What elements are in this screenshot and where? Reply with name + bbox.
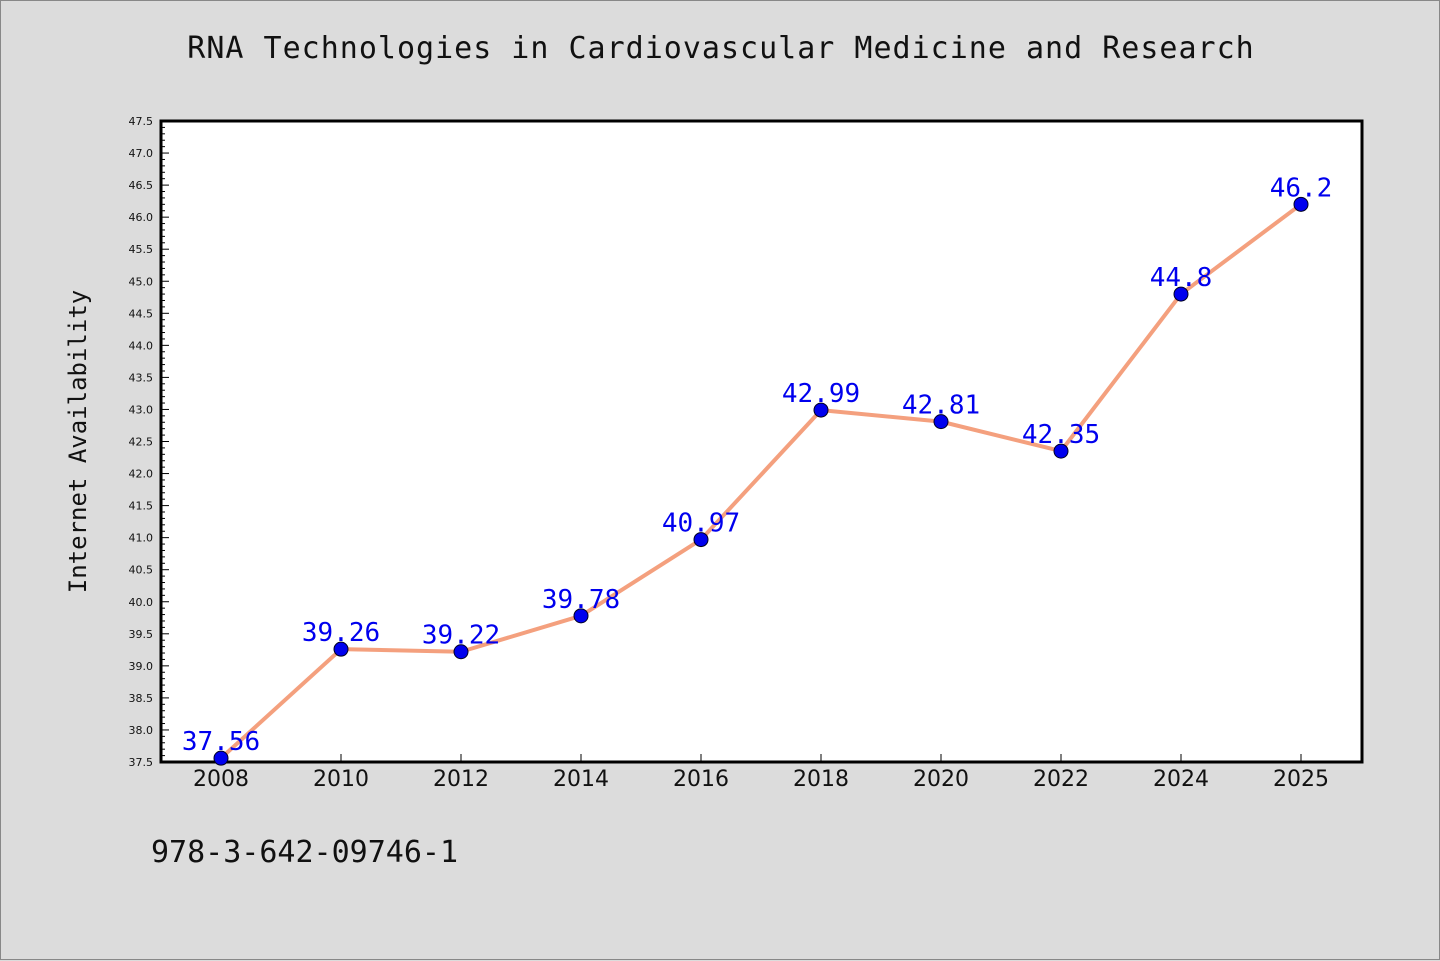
data-point	[573, 608, 589, 624]
series-line-layer: 37.56 39.26 39.22 39.78 40.97 42.99 42.81 42.35…	[182, 173, 1333, 766]
y-tick-label: 42.5	[129, 436, 154, 449]
y-axis-label: Internet Availability	[64, 290, 92, 593]
y-tick-label: 38.0	[129, 724, 154, 737]
x-tick-label: 2022	[1033, 767, 1089, 792]
data-label: 42.35	[1022, 420, 1100, 450]
x-tick-label: 2008	[193, 767, 249, 792]
y-tick-label: 43.5	[129, 371, 154, 384]
data-label: 46.2	[1270, 173, 1333, 203]
y-tick-label: 45.5	[129, 243, 154, 256]
data-point	[813, 402, 829, 418]
x-tick-label: 2024	[1153, 767, 1209, 792]
y-tick-label: 41.5	[129, 500, 154, 513]
data-label: 40.97	[662, 509, 740, 539]
data-point	[1053, 443, 1069, 459]
data-point	[1173, 286, 1189, 302]
x-tick-label: 2010	[313, 767, 369, 792]
data-label: 39.22	[422, 621, 500, 651]
y-tick-label: 40.0	[129, 596, 154, 609]
data-label: 39.26	[302, 618, 380, 648]
data-point	[933, 414, 949, 430]
y-tick-label: 41.0	[129, 532, 154, 545]
y-tick-label: 38.5	[129, 692, 154, 705]
axes: 37.5 38.0 38.5 39.0 39.5 40.0 40.5 41.0 41.5 42.0…	[64, 115, 1364, 792]
plot-area	[159, 119, 1364, 764]
x-tick-label: 2025	[1273, 767, 1329, 792]
data-label: 44.8	[1150, 263, 1213, 293]
data-label: 42.99	[782, 379, 860, 409]
y-tick-label: 39.5	[129, 628, 154, 641]
x-tick-label: 2016	[673, 767, 729, 792]
data-point	[693, 532, 709, 548]
x-tick-label: 2020	[913, 767, 969, 792]
data-label: 42.81	[902, 391, 980, 421]
data-point	[453, 644, 469, 660]
isbn-text: 978-3-642-09746-1	[151, 835, 459, 870]
y-tick-label: 44.0	[129, 339, 154, 352]
data-point	[1293, 196, 1309, 212]
y-tick-label: 47.0	[129, 147, 154, 160]
chart-title: RNA Technologies in Cardiovascular Medic…	[187, 31, 1255, 66]
y-tick-label: 45.0	[129, 275, 154, 288]
y-tick-label: 46.5	[129, 179, 154, 192]
data-label: 37.56	[182, 727, 260, 757]
y-tick-label: 47.5	[129, 115, 154, 128]
data-label: 39.78	[542, 585, 620, 615]
data-point	[333, 641, 349, 657]
y-tick-label: 39.0	[129, 660, 154, 673]
x-tick-label: 2012	[433, 767, 489, 792]
series-line	[219, 202, 1303, 761]
y-tick-label: 43.0	[129, 403, 154, 416]
x-tick-label: 2018	[793, 767, 849, 792]
x-tick-label: 2014	[553, 767, 609, 792]
y-tick-label: 44.5	[129, 307, 154, 320]
y-tick-label: 40.5	[129, 564, 154, 577]
data-point	[213, 750, 229, 766]
y-tick-label: 42.0	[129, 468, 154, 481]
y-tick-label: 46.0	[129, 211, 154, 224]
y-tick-label: 37.5	[129, 756, 154, 769]
